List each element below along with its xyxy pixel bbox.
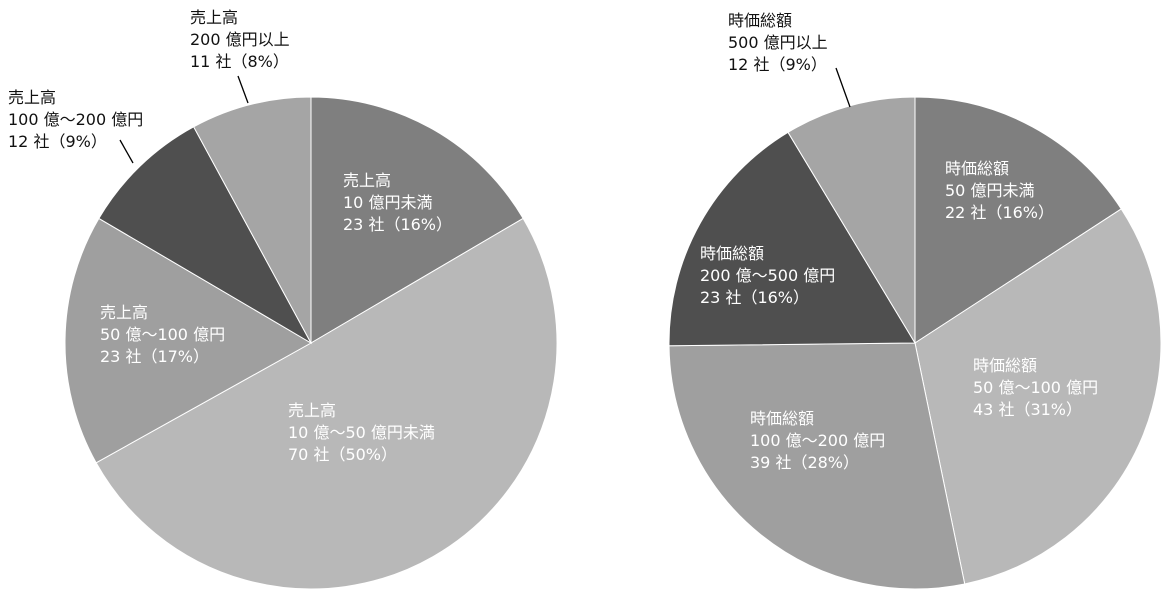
data-label-line: 11 社（8%）: [190, 52, 289, 71]
pie-1-data-label-3: 時価総額 200 億～500 億円 23 社（16%）: [700, 243, 835, 309]
pie-0-slice-3: [98, 126, 313, 345]
data-label-line: 時価総額: [973, 356, 1038, 375]
data-label-line: 時価総額: [700, 244, 765, 263]
pie-1-data-label-0: 時価総額 50 億円未満 22 社（16%）: [945, 158, 1054, 224]
data-label-line: 43 社（31%）: [973, 400, 1083, 419]
data-label-line: 売上高: [190, 8, 239, 27]
pie-0-data-label-4: 売上高 200 億円以上 11 社（8%）: [190, 7, 290, 73]
pie-0-leader-line-3: [119, 139, 134, 164]
pie-0-data-label-2: 売上高 50 億～100 億円 23 社（17%）: [100, 302, 225, 368]
pie-0-slice-4: [192, 96, 312, 344]
pie-0-slice-2: [64, 217, 313, 464]
pie-1-leader-line-4: [835, 67, 851, 108]
pie-1-slice-1: [914, 208, 1162, 585]
data-label-line: 10 億円未満: [343, 193, 433, 212]
data-label-line: 50 億円未満: [945, 181, 1035, 200]
pie-0-slice-1: [95, 217, 558, 590]
data-label-line: 23 社（16%）: [343, 215, 453, 234]
pie-0-slice-0: [310, 96, 524, 344]
data-label-line: 23 社（16%）: [700, 288, 810, 307]
data-label-line: 10 億～50 億円未満: [288, 423, 435, 442]
pie-1-data-label-4: 時価総額 500 億円以上 12 社（9%）: [728, 10, 828, 76]
data-label-line: 12 社（9%）: [728, 55, 827, 74]
pie-1-data-label-1: 時価総額 50 億～100 億円 43 社（31%）: [973, 355, 1098, 421]
data-label-line: 時価総額: [728, 11, 793, 30]
pie-0-leader-line-4: [237, 75, 249, 104]
data-label-line: 時価総額: [750, 409, 815, 428]
data-label-line: 売上高: [100, 303, 149, 322]
data-label-line: 39 社（28%）: [750, 453, 860, 472]
data-label-line: 100 億～200 億円: [750, 431, 886, 450]
data-label-line: 売上高: [8, 88, 57, 107]
data-label-line: 200 億～500 億円: [700, 266, 836, 285]
data-label-line: 23 社（17%）: [100, 347, 210, 366]
data-label-line: 70 社（50%）: [288, 445, 398, 464]
pie-1-slice-0: [914, 96, 1122, 344]
data-label-line: 22 社（16%）: [945, 203, 1055, 222]
pie-1-slice-3: [668, 131, 916, 347]
data-label-line: 売上高: [343, 171, 392, 190]
pie-1-slice-2: [668, 342, 966, 590]
data-label-line: 50 億～100 億円: [973, 378, 1099, 397]
data-label-line: 50 億～100 億円: [100, 325, 226, 344]
data-label-line: 200 億円以上: [190, 30, 290, 49]
data-label-line: 時価総額: [945, 159, 1010, 178]
data-label-line: 100 億～200 億円: [8, 110, 144, 129]
pie-1-data-label-2: 時価総額 100 億～200 億円 39 社（28%）: [750, 408, 885, 474]
pie-0-data-label-0: 売上高 10 億円未満 23 社（16%）: [343, 170, 452, 236]
data-label-line: 12 社（9%）: [8, 132, 107, 151]
data-label-line: 売上高: [288, 401, 337, 420]
pie-0-data-label-3: 売上高 100 億～200 億円 12 社（9%）: [8, 87, 143, 153]
pie-0-data-label-1: 売上高 10 億～50 億円未満 70 社（50%）: [288, 400, 435, 466]
data-label-line: 500 億円以上: [728, 33, 828, 52]
